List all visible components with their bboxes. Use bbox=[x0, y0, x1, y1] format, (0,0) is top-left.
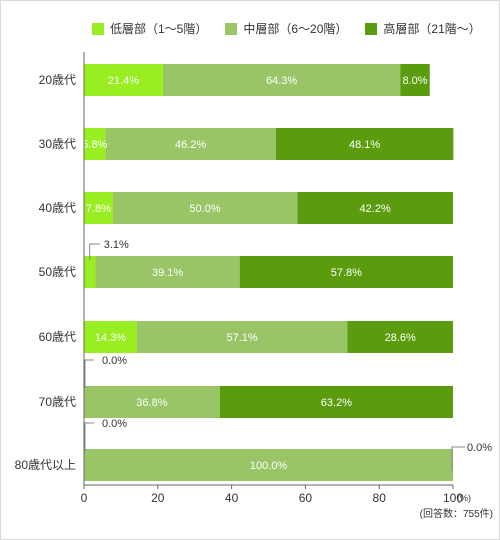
bar-4-series-1 bbox=[136, 321, 348, 353]
bar-2-series-0 bbox=[84, 192, 113, 224]
value-label-6-0: 0.0% bbox=[102, 418, 127, 430]
x-axis-unit: (%) bbox=[457, 493, 471, 503]
legend-swatch-low bbox=[92, 22, 104, 35]
bar-2-series-2 bbox=[297, 192, 453, 224]
legend-item-mid: 中層部（6～20階） bbox=[225, 20, 347, 37]
bar-6-series-1 bbox=[84, 449, 453, 481]
value-label-1-0: 5.8% bbox=[82, 139, 107, 151]
category-label-4: 60歳代 bbox=[39, 330, 76, 344]
bar-5-series-1 bbox=[84, 386, 220, 418]
callout-line-6-2 bbox=[451, 446, 465, 471]
legend-item-high: 高層部（21階～） bbox=[365, 20, 481, 37]
x-tick-label-5: 100 bbox=[443, 491, 463, 505]
value-label-4-1: 57.1% bbox=[227, 332, 258, 344]
legend-swatch-high bbox=[365, 22, 378, 35]
callout-line-6-0 bbox=[84, 422, 94, 451]
value-label-4-2: 28.6% bbox=[385, 332, 416, 344]
value-label-5-0: 0.0% bbox=[102, 355, 127, 367]
value-label-1-1: 46.2% bbox=[175, 139, 206, 151]
value-label-4-0: 14.3% bbox=[95, 332, 126, 344]
x-tick-label-3: 60 bbox=[299, 491, 313, 505]
bar-0-series-1 bbox=[162, 64, 401, 96]
category-label-0: 20歳代 bbox=[39, 73, 76, 87]
callout-line-5-0 bbox=[84, 359, 94, 388]
value-label-0-2: 8.0% bbox=[402, 75, 427, 87]
category-label-1: 30歳代 bbox=[39, 137, 76, 151]
x-tick-label-0: 0 bbox=[81, 491, 88, 505]
bar-1-series-2 bbox=[275, 128, 454, 160]
value-label-2-2: 42.2% bbox=[360, 203, 391, 215]
legend-item-low: 低層部（1～5階） bbox=[92, 20, 207, 37]
bar-2-series-1 bbox=[112, 192, 298, 224]
x-tick-label-4: 80 bbox=[373, 491, 387, 505]
value-label-6-1: 100.0% bbox=[250, 460, 288, 472]
value-label-3-0: 3.1% bbox=[104, 239, 129, 251]
value-label-0-0: 21.4% bbox=[108, 75, 139, 87]
bar-0-series-2 bbox=[400, 64, 430, 96]
value-label-2-1: 50.0% bbox=[189, 203, 220, 215]
category-label-5: 70歳代 bbox=[39, 395, 76, 409]
bar-1-series-1 bbox=[105, 128, 276, 160]
legend-label-mid: 中層部（6～20階） bbox=[243, 22, 348, 36]
bar-0-series-0 bbox=[84, 64, 163, 96]
value-label-5-2: 63.2% bbox=[321, 397, 352, 409]
value-label-2-0: 7.8% bbox=[86, 203, 111, 215]
bar-4-series-2 bbox=[347, 321, 453, 353]
x-tick-label-1: 20 bbox=[151, 491, 165, 505]
value-label-6-2: 0.0% bbox=[467, 442, 492, 454]
category-label-2: 40歳代 bbox=[39, 201, 76, 215]
legend-label-low: 低層部（1～5階） bbox=[110, 22, 208, 36]
legend: 低層部（1～5階） 中層部（6～20階） 高層部（21階～） bbox=[92, 20, 481, 37]
legend-label-high: 高層部（21階～） bbox=[383, 22, 481, 36]
value-label-5-1: 36.8% bbox=[136, 397, 167, 409]
x-tick-label-2: 40 bbox=[225, 491, 239, 505]
value-label-3-2: 57.8% bbox=[331, 267, 362, 279]
bar-5-series-2 bbox=[219, 386, 453, 418]
bar-3-series-0 bbox=[84, 256, 96, 288]
category-label-6: 80歳代以上 bbox=[15, 458, 76, 472]
value-label-0-1: 64.3% bbox=[266, 75, 297, 87]
respondent-note: (回答数：755件) bbox=[420, 507, 493, 520]
legend-swatch-mid bbox=[225, 22, 238, 35]
bar-4-series-0 bbox=[84, 321, 137, 353]
bar-3-series-1 bbox=[95, 256, 240, 288]
callout-line-3-0 bbox=[89, 243, 100, 260]
value-label-1-2: 48.1% bbox=[349, 139, 380, 151]
category-label-3: 50歳代 bbox=[39, 265, 76, 279]
value-label-3-1: 39.1% bbox=[152, 267, 183, 279]
bar-3-series-2 bbox=[239, 256, 453, 288]
bar-1-series-0 bbox=[84, 128, 106, 160]
